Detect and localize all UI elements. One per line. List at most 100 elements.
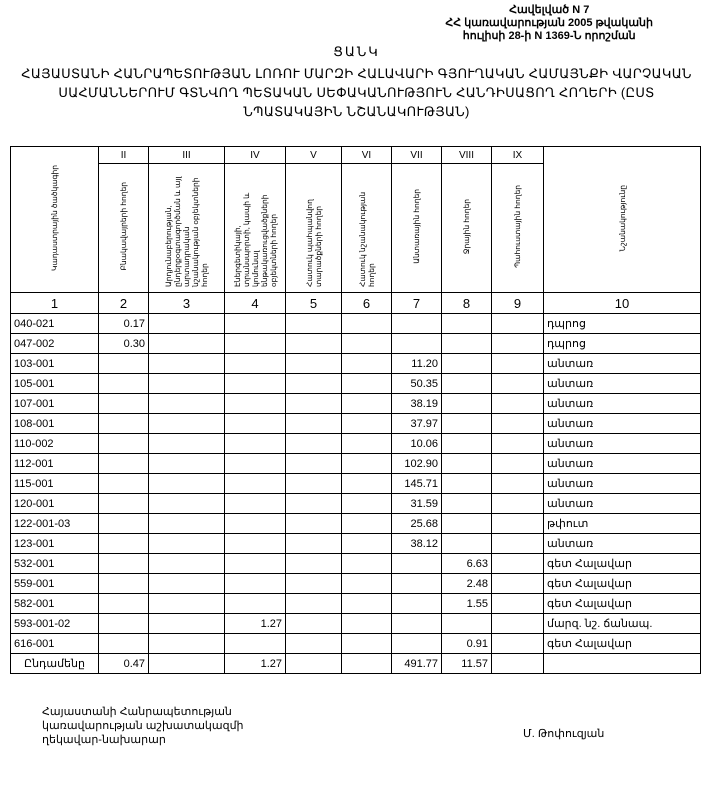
annex-line-3: հուլիսի 28-ի N 1369-Ն որոշման [462,30,636,42]
area-cell [285,513,342,534]
area-cell [224,573,286,594]
table-row: 108-001 37.97 անտառ [10,413,701,434]
area-cell: 38.12 [391,533,442,554]
document-title: ՀԱՅԱՍՏԱՆԻ ՀԱՆՐԱՊԵՏՈՒԹՅԱՆ ԼՈՌՈՒ ՄԱՐԶԻ ՀԱԼ… [21,66,692,119]
area-cell [285,413,342,434]
document-heading: ՑԱՆԿ [333,44,380,59]
signatory-line-3: ղեկավար-նախարար [42,734,166,746]
roman-cell: II [98,146,149,164]
area-cell [148,513,225,534]
signatory-line-2: կառավարության աշխատակազմի [42,720,244,732]
area-cell [341,573,392,594]
column-number: 7 [391,292,442,314]
roman-cell: IV [224,146,286,164]
header-text: Հատուկ պահպանվող տարածքների հողեր [304,198,323,287]
area-cell [224,373,286,394]
area-cell [148,453,225,474]
area-cell: 0.91 [441,633,492,654]
area-cell [491,513,544,534]
roman-cell: VII [391,146,442,164]
annex-line-1: Հավելված N 7 [509,4,590,16]
cadastral-code: 115-001 [10,473,99,494]
area-cell [98,613,149,634]
area-cell [285,553,342,574]
area-cell [148,353,225,374]
cadastral-code: 112-001 [10,453,99,474]
purpose-cell: անտառ [543,533,701,554]
column-number: 4 [224,292,286,314]
area-cell [98,513,149,534]
area-cell [148,613,225,634]
area-cell [391,613,442,634]
area-cell: 50.35 [391,373,442,394]
cadastral-code: 120-001 [10,493,99,514]
header-cell: Բնակավայրերի հողեր [98,163,149,293]
area-cell [491,573,544,594]
area-cell [98,433,149,454]
column-number: 8 [441,292,492,314]
area-cell [224,473,286,494]
area-cell [98,573,149,594]
area-cell [285,473,342,494]
area-cell [341,433,392,454]
area-cell [491,353,544,374]
area-cell: 25.68 [391,513,442,534]
area-cell: 145.71 [391,473,442,494]
area-cell [391,313,442,334]
header-text: Կադաստրային ծածկագիր [50,165,59,271]
area-cell: 1.27 [224,653,286,674]
purpose-cell: մարզ. նշ. ճանապ. [543,613,701,634]
area-cell [285,433,342,454]
roman-cell: IX [491,146,544,164]
area-cell [148,573,225,594]
purpose-cell: անտառ [543,373,701,394]
table-row: 559-001 2.48 գետ Հալավար [10,573,701,594]
area-cell [441,413,492,434]
area-cell [98,473,149,494]
area-cell [224,453,286,474]
area-cell: 491.77 [391,653,442,674]
area-cell [98,553,149,574]
area-cell [224,353,286,374]
column-number: 9 [491,292,544,314]
cadastral-code: 122-001-03 [10,513,99,534]
annex-line-2: ՀՀ կառավարության 2005 թվականի [445,17,653,29]
purpose-cell: անտառ [543,393,701,414]
area-cell [441,393,492,414]
purpose-cell: անտառ [543,413,701,434]
area-cell [341,413,392,434]
area-cell [491,453,544,474]
header-text: Ջրային հողեր [462,198,471,255]
header-text: Հատուկ նշանակության հողեր [357,191,376,287]
area-cell [341,493,392,514]
area-cell [224,393,286,414]
area-cell [148,653,225,674]
total-row: Ընդամենը 0.47 1.27 491.77 11.57 [10,653,701,674]
area-cell [285,493,342,514]
table-row: 105-001 50.35 անտառ [10,373,701,394]
purpose-cell: գետ Հալավար [543,633,701,654]
area-cell [285,333,342,354]
area-cell [224,553,286,574]
cadastral-code: 108-001 [10,413,99,434]
area-cell [341,353,392,374]
roman-header-row: Կադաստրային ծածկագիր II III IV V VI VII … [10,146,701,293]
area-cell [224,633,286,654]
column-number: 1 [10,292,99,314]
annex-reference: Հավելված N 7 ՀՀ կառավարության 2005 թվակա… [445,4,653,43]
area-cell [224,413,286,434]
area-cell: 11.57 [441,653,492,674]
column-number-row: 1 2 3 4 5 6 7 8 9 10 [10,292,701,314]
cadastral-code: 616-001 [10,633,99,654]
area-cell [285,453,342,474]
purpose-cell: թփուտ [543,513,701,534]
header-text: Պահուստային հողեր [513,185,522,268]
area-cell [391,553,442,574]
area-cell [148,373,225,394]
area-cell [285,533,342,554]
area-cell [491,433,544,454]
area-cell [98,453,149,474]
roman-cell: V [285,146,342,164]
area-cell [341,333,392,354]
area-cell [441,493,492,514]
